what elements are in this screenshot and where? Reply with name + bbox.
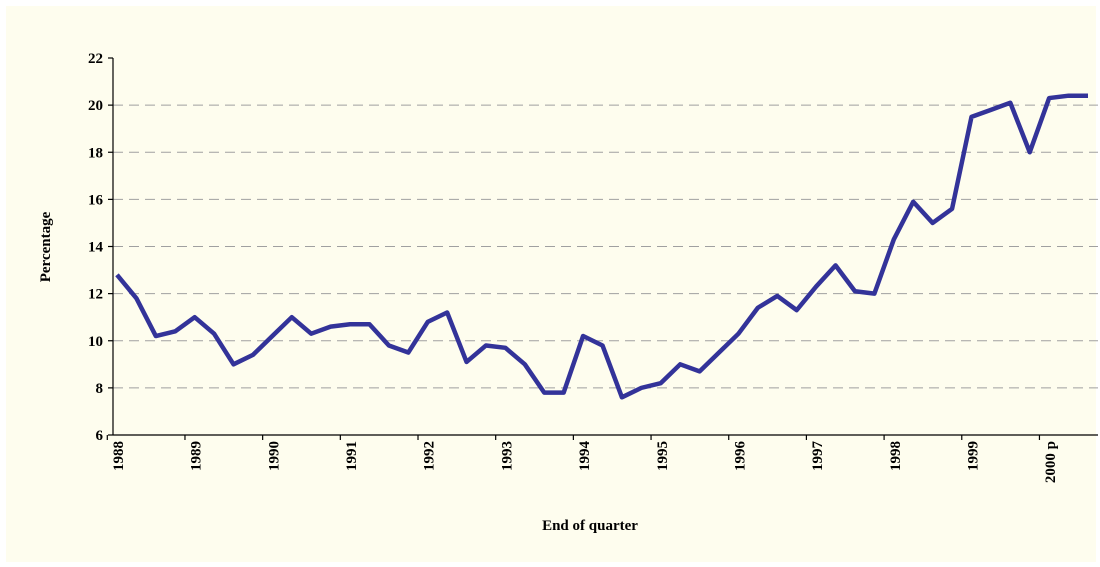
y-axis-label: Percentage: [38, 211, 54, 282]
y-tick-label: 10: [88, 334, 103, 350]
data-line: [115, 93, 1088, 400]
x-tick-label: 1999: [965, 441, 981, 471]
y-tick-label: 22: [88, 51, 103, 67]
x-tick-label: 1988: [111, 441, 127, 471]
y-tick-label: 12: [88, 287, 103, 303]
x-tick-label: 1991: [344, 441, 360, 471]
x-tick-label: 1997: [810, 441, 826, 472]
y-tick-label: 16: [88, 192, 104, 208]
y-tick-label: 14: [88, 240, 104, 256]
x-tick-label: 1989: [189, 441, 205, 471]
x-tick-label: 1998: [888, 441, 904, 471]
y-tick-label: 8: [96, 381, 104, 397]
x-tick-label: 1995: [655, 441, 671, 471]
chart-background: [6, 6, 1096, 562]
x-axis-label: End of quarter: [542, 518, 638, 534]
y-tick-label: 6: [96, 428, 104, 444]
x-tick-label: 2000 p: [1043, 441, 1059, 483]
x-tick-label: 1996: [732, 441, 748, 472]
x-tick-label: 1993: [499, 441, 515, 471]
y-tick-label: 18: [88, 145, 103, 161]
x-tick-label: 1992: [422, 441, 438, 471]
x-tick-label: 1990: [266, 441, 282, 471]
x-tick-label: 1994: [577, 441, 593, 472]
y-tick-label: 20: [88, 98, 103, 114]
